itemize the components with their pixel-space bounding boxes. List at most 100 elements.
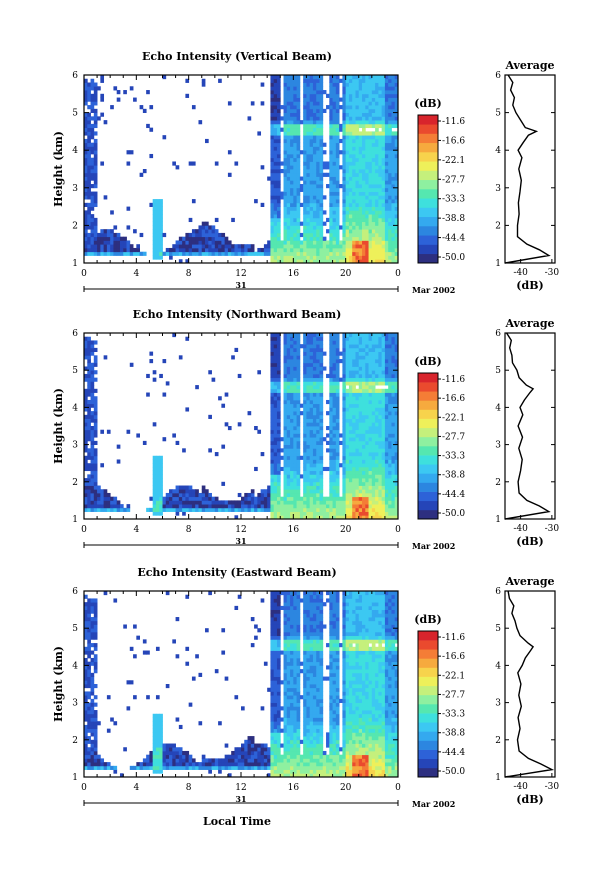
heatmap-cell: [312, 180, 317, 185]
heatmap-cell: [110, 210, 114, 215]
heatmap-cell: [348, 165, 353, 170]
heatmap-cell: [329, 440, 333, 445]
heatmap-cell: [100, 429, 105, 434]
heatmap-cell: [87, 90, 91, 95]
heatmap-cell: [381, 75, 386, 80]
heatmap-cell: [378, 108, 383, 113]
heatmap-cell: [234, 251, 239, 256]
heatmap-cell: [355, 176, 360, 181]
heatmap-cell: [394, 377, 399, 382]
heatmap-cell: [303, 433, 307, 438]
heatmap-cell: [306, 82, 311, 87]
heatmap-cell: [221, 240, 226, 245]
heatmap-cell: [362, 466, 366, 472]
heatmap-cell: [335, 195, 340, 200]
heatmap-cell: [293, 351, 297, 356]
y-tick-label: 1: [72, 515, 78, 525]
heatmap-cell: [283, 180, 288, 185]
heatmap-cell: [378, 153, 383, 159]
heatmap-cell: [388, 127, 392, 132]
heatmap-cell: [90, 437, 95, 442]
heatmap-cell: [87, 639, 91, 644]
heatmap-cell: [391, 116, 396, 121]
heatmap-cell: [394, 161, 399, 166]
heatmap-cell: [309, 403, 314, 408]
heatmap-cell: [90, 157, 95, 162]
heatmap-cell: [290, 123, 294, 129]
heatmap-cell: [322, 511, 327, 516]
heatmap-cell: [394, 150, 399, 155]
heatmap-cell: [136, 635, 140, 640]
heatmap-cell: [273, 504, 278, 509]
heatmap-cell: [299, 120, 304, 125]
heatmap-cell: [241, 496, 245, 501]
heatmap-cell: [93, 169, 98, 174]
heatmap-cell: [335, 366, 340, 371]
heatmap-cell: [306, 150, 311, 155]
heatmap-cell: [309, 112, 314, 117]
heatmap-cell: [368, 433, 373, 438]
heatmap-cell: [352, 403, 356, 408]
heatmap-cell: [296, 504, 301, 509]
heatmap-cell: [391, 225, 396, 230]
heatmap-cell: [345, 359, 350, 364]
heatmap-cell: [348, 116, 353, 121]
heatmap-cell: [84, 184, 88, 189]
heatmap-cell: [375, 340, 379, 345]
heatmap-cell: [90, 657, 95, 663]
heatmap-cell: [306, 105, 311, 110]
heatmap-cell: [358, 474, 363, 479]
heatmap-cell: [126, 507, 131, 512]
heatmap-cell: [306, 116, 311, 121]
heatmap-cell: [159, 489, 163, 494]
heatmap-cell: [362, 251, 366, 256]
heatmap-cell: [276, 433, 281, 438]
heatmap-cell: [90, 698, 95, 703]
heatmap-cell: [345, 165, 350, 170]
heatmap-cell: [152, 217, 157, 223]
heatmap-cell: [384, 142, 389, 147]
heatmap-cell: [345, 247, 350, 253]
heatmap-cell: [208, 229, 212, 234]
heatmap-cell: [388, 388, 392, 393]
heatmap-cell: [384, 108, 389, 113]
heatmap-cell: [322, 108, 327, 113]
heatmap-cell: [332, 127, 337, 132]
heatmap-cell: [152, 377, 157, 382]
heatmap-cell: [378, 225, 383, 230]
heatmap-cell: [332, 229, 337, 234]
heatmap-cell: [296, 429, 301, 434]
heatmap-cell: [87, 232, 91, 238]
heatmap-cell: [293, 142, 297, 147]
heatmap-cell: [319, 448, 324, 453]
heatmap-cell: [332, 108, 337, 113]
heatmap-cell: [362, 347, 366, 352]
heatmap-cell: [303, 444, 307, 449]
heatmap-cell: [273, 385, 278, 390]
heatmap-cell: [90, 635, 95, 640]
heatmap-cell: [335, 180, 340, 185]
heatmap-cell: [178, 507, 183, 512]
heatmap-cell: [303, 116, 307, 121]
heatmap-cell: [391, 448, 396, 453]
heatmap-cell: [276, 255, 281, 260]
heatmap-cell: [172, 489, 176, 494]
heatmap-cell: [188, 217, 193, 223]
heatmap-cell: [286, 466, 291, 472]
heatmap-cell: [84, 195, 88, 200]
heatmap-cell: [191, 161, 196, 166]
heatmap-cell: [276, 101, 281, 106]
heatmap-cell: [273, 366, 278, 371]
heatmap-cell: [306, 101, 311, 106]
heatmap-cell: [362, 161, 366, 166]
colorbar-unit: (dB): [414, 355, 441, 368]
heatmap-cell: [368, 336, 373, 341]
heatmap-cell: [198, 504, 203, 509]
heatmap-cell: [342, 429, 347, 434]
heatmap-cell: [110, 507, 114, 512]
heatmap-cell: [283, 195, 288, 200]
heatmap-cell: [270, 195, 275, 200]
heatmap-cell: [335, 93, 340, 98]
heatmap-cell: [371, 259, 376, 264]
heatmap-cell: [113, 240, 118, 245]
